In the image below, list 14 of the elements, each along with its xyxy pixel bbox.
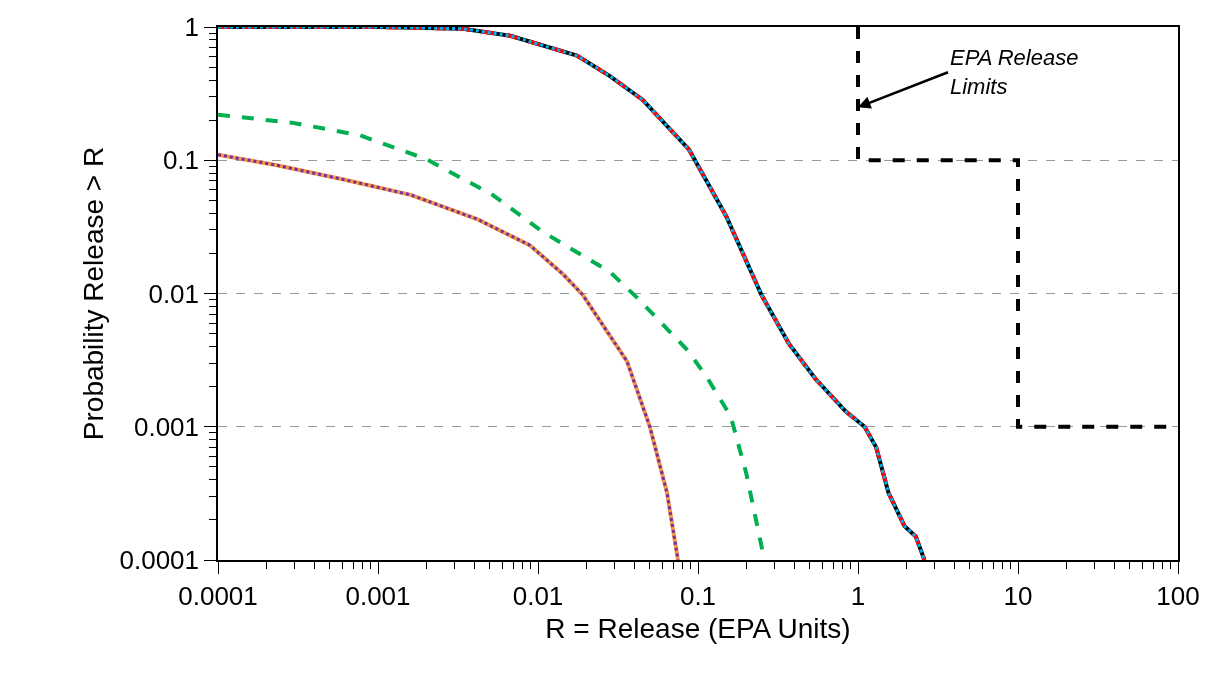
x-tick-label: 0.001: [345, 580, 411, 611]
y-tick-label: 1: [184, 12, 200, 43]
y-tick-label: 0.001: [133, 411, 200, 442]
annotation: EPA Release Limits: [950, 45, 1079, 99]
y-tick-label: 0.0001: [119, 545, 200, 576]
x-tick-label: 1: [850, 580, 866, 611]
x-tick-label: 0.01: [512, 580, 564, 611]
y-tick-label: 0.1: [162, 145, 200, 176]
x-tick-label: 0.1: [679, 580, 717, 611]
y-axis-title: Probability Release > R: [77, 146, 109, 441]
x-axis-title: R = Release (EPA Units): [545, 612, 851, 644]
y-tick-label: 0.01: [148, 278, 200, 309]
x-tick-label: 10: [1003, 580, 1033, 611]
x-tick-label: 100: [1156, 580, 1200, 611]
